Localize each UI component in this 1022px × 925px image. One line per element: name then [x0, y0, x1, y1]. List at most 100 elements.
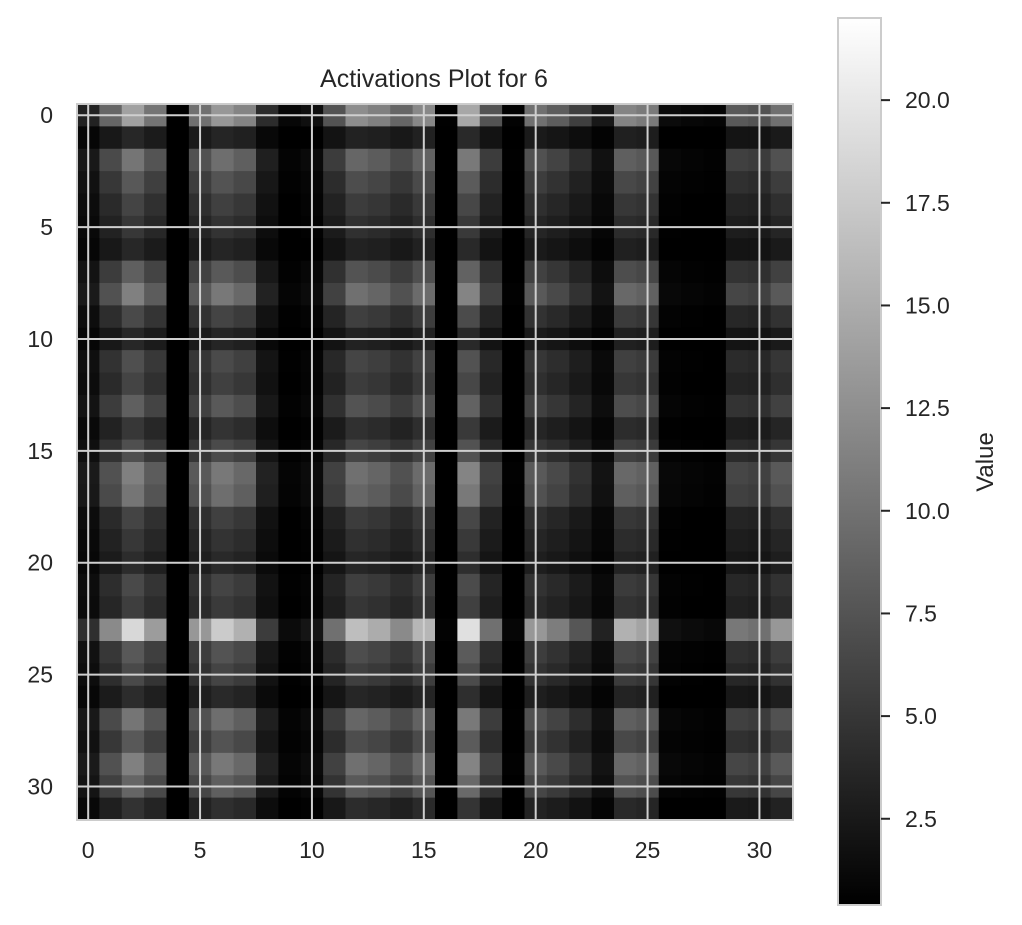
heatmap-cell — [256, 529, 279, 553]
heatmap-cell — [502, 148, 526, 172]
heatmap-cell — [323, 394, 347, 418]
heatmap-cell — [345, 797, 369, 821]
heatmap-cell — [99, 685, 123, 709]
heatmap-cell — [99, 752, 123, 776]
heatmap-cell — [166, 260, 190, 284]
heatmap-cell — [546, 573, 570, 597]
heatmap-cell — [725, 484, 749, 508]
heatmap-cell — [502, 797, 526, 821]
heatmap-cell — [211, 641, 235, 664]
heatmap-cell — [457, 730, 481, 754]
heatmap-cell — [614, 618, 637, 642]
heatmap-cell — [233, 752, 257, 776]
colorbar-tick-label: 7.5 — [905, 600, 937, 626]
heatmap-cell — [614, 260, 637, 284]
heatmap-cell — [323, 417, 347, 441]
heatmap-cell — [323, 641, 347, 664]
heatmap-cell — [211, 417, 235, 441]
heatmap-cell — [256, 148, 279, 172]
heatmap-cell — [614, 394, 637, 418]
heatmap-cell — [211, 171, 235, 195]
colorbar-tick-label: 2.5 — [905, 806, 937, 832]
heatmap-cell — [435, 260, 458, 284]
heatmap-cell — [99, 171, 123, 195]
heatmap-cell — [681, 685, 705, 709]
x-tick-label: 0 — [82, 837, 95, 863]
heatmap-cell — [703, 193, 727, 217]
heatmap-cell — [569, 238, 593, 262]
heatmap-cell — [681, 752, 705, 776]
heatmap-cell — [502, 126, 526, 150]
heatmap-cell — [546, 260, 570, 284]
heatmap-cell — [614, 193, 637, 217]
heatmap-cell — [457, 596, 481, 620]
heatmap-cell — [569, 730, 593, 754]
heatmap-cell — [256, 462, 279, 485]
heatmap-cell — [569, 260, 593, 284]
heatmap-cell — [233, 462, 257, 485]
heatmap-cell — [256, 506, 279, 530]
heatmap-cell — [703, 506, 727, 530]
heatmap-cell — [166, 350, 190, 374]
heatmap-cell — [658, 350, 682, 374]
heatmap-cell — [614, 529, 637, 553]
heatmap-cell — [121, 797, 145, 821]
x-tick-label: 30 — [747, 837, 773, 863]
heatmap-cell — [390, 462, 414, 485]
heatmap-cell — [591, 484, 615, 508]
y-tick-label: 0 — [40, 102, 53, 128]
y-tick-label: 10 — [27, 326, 53, 352]
heatmap-cell — [435, 417, 458, 441]
heatmap-cell — [569, 148, 593, 172]
heatmap-cell — [278, 752, 302, 776]
heatmap-cell — [502, 305, 526, 329]
heatmap-cell — [658, 238, 682, 262]
heatmap-cell — [681, 171, 705, 195]
heatmap-cell — [233, 417, 257, 441]
heatmap-cell — [121, 752, 145, 776]
heatmap-cell — [725, 596, 749, 620]
heatmap-cell — [233, 708, 257, 732]
heatmap-cell — [233, 148, 257, 172]
heatmap-cell — [502, 752, 526, 776]
heatmap-cell — [770, 708, 794, 732]
heatmap-cell — [703, 708, 727, 732]
heatmap-cell — [211, 462, 235, 485]
heatmap-cell — [166, 641, 190, 664]
y-tick-label: 20 — [27, 550, 53, 576]
heatmap-cell — [233, 350, 257, 374]
heatmap-cell — [703, 350, 727, 374]
heatmap-cell — [502, 171, 526, 195]
heatmap-cell — [323, 193, 347, 217]
heatmap-cell — [144, 394, 168, 418]
heatmap-cell — [345, 752, 369, 776]
heatmap-cell — [345, 685, 369, 709]
x-tick-label: 25 — [635, 837, 661, 863]
heatmap-cell — [770, 350, 794, 374]
heatmap-cell — [569, 372, 593, 396]
heatmap-cell — [591, 417, 615, 441]
heatmap-cell — [591, 372, 615, 396]
heatmap-cell — [278, 797, 302, 821]
heatmap-cell — [770, 484, 794, 508]
heatmap-cell — [99, 708, 123, 732]
heatmap-cell — [614, 573, 637, 597]
heatmap-cell — [614, 417, 637, 441]
heatmap-cell — [502, 708, 526, 732]
heatmap-cell — [591, 238, 615, 262]
heatmap-cell — [681, 573, 705, 597]
heatmap-cell — [770, 462, 794, 485]
heatmap-cell — [591, 529, 615, 553]
heatmap-cell — [345, 708, 369, 732]
heatmap-cell — [591, 260, 615, 284]
heatmap-cell — [367, 484, 391, 508]
heatmap-cell — [367, 618, 391, 642]
heatmap-cell — [479, 394, 503, 418]
heatmap-cell — [390, 573, 414, 597]
heatmap-cell — [658, 171, 682, 195]
heatmap-cell — [479, 708, 503, 732]
heatmap-cell — [435, 596, 458, 620]
heatmap-cell — [256, 618, 279, 642]
heatmap-cell — [479, 462, 503, 485]
heatmap-cell — [725, 126, 749, 150]
